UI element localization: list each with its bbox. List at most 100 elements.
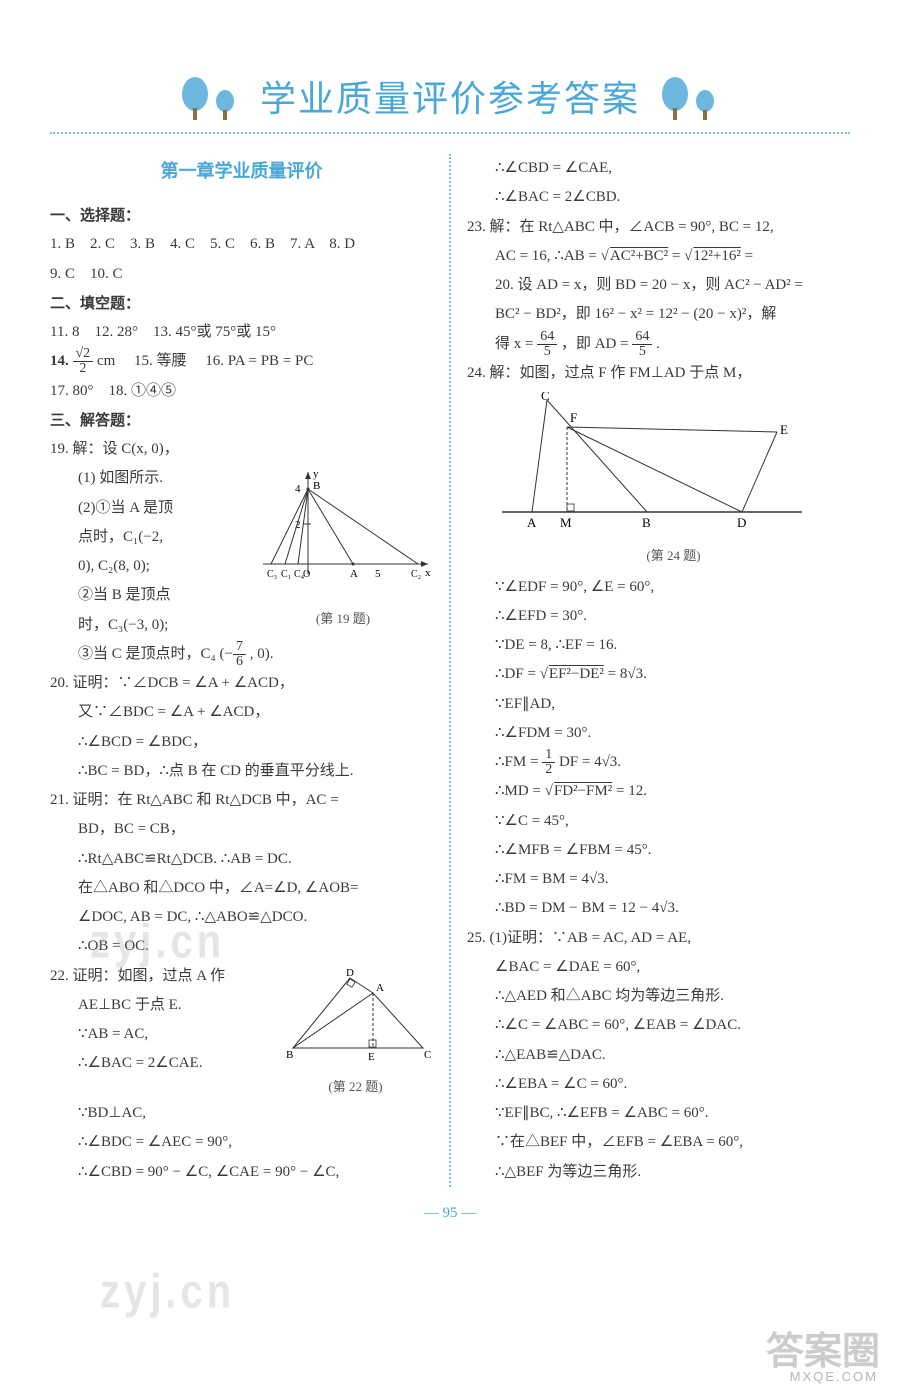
q24-caption: (第 24 题) — [497, 543, 850, 568]
q19-l7b: , 0). — [250, 646, 274, 662]
q23-l1c: = — [745, 248, 753, 264]
svg-text:D: D — [737, 515, 746, 530]
q22-l2: ∵AB = AC, — [50, 1020, 278, 1049]
q22-caption: (第 22 题) — [278, 1074, 433, 1099]
q24-l6: ∴∠FDM = 30°. — [467, 719, 850, 748]
frac-7-6: 76 — [233, 640, 246, 669]
q22-head: 22. 证明：如图，过点 A 作 — [50, 962, 278, 991]
q24-l3: ∵DE = 8, ∴EF = 16. — [467, 631, 850, 660]
q21-head: 21. 证明：在 Rt△ABC 和 Rt△DCB 中，AC = — [50, 786, 433, 815]
frac-sqrt2-2: √22 — [73, 347, 94, 376]
q20-l2: ∴∠BCD = ∠BDC， — [50, 728, 433, 757]
svg-text:4: 4 — [295, 483, 301, 495]
svg-text:D: D — [346, 968, 354, 979]
q19-caption: (第 19 题) — [253, 606, 433, 631]
q22-l1: AE⊥BC 于点 E. — [50, 991, 278, 1020]
q19-l7: ③当 C 是顶点时，C₄ (−76 , 0). — [50, 640, 433, 669]
main-title: 学业质量评价参考答案 — [260, 70, 640, 122]
q25-l7: ∵在△BEF 中，∠EFB = ∠EBA = 60°, — [467, 1128, 850, 1157]
svg-text:B: B — [286, 1049, 293, 1061]
q20-l3: ∴BC = BD，∴点 B 在 CD 的垂直平分线上. — [50, 757, 433, 786]
q25-l8: ∴△BEF 为等边三角形. — [467, 1158, 850, 1187]
q23-l1a: AC = 16, ∴AB = — [495, 248, 601, 264]
page-root: 学业质量评价参考答案 第一章学业质量评价 一、选择题： 1. B 2. C 3.… — [0, 0, 900, 1252]
q25-l4: ∴△EAB≌△DAC. — [467, 1041, 850, 1070]
q25-l6: ∵EF∥BC, ∴∠EFB = ∠ABC = 60°. — [467, 1099, 850, 1128]
sqrt4: FD²−FM² — [553, 783, 612, 799]
q19-head: 19. 解：设 C(x, 0)， — [50, 435, 433, 464]
svg-text:C: C — [424, 1049, 431, 1061]
frac-64-5a: 645 — [537, 330, 557, 359]
svg-text:A: A — [376, 982, 384, 994]
q20-head: 20. 证明：∵∠DCB = ∠A + ∠ACD， — [50, 669, 433, 698]
q23-l1b: = — [672, 248, 684, 264]
q22-text: 22. 证明：如图，过点 A 作 AE⊥BC 于点 E. ∵AB = AC, ∴… — [50, 962, 278, 1079]
sqrt3: EF²−DE² — [548, 666, 604, 682]
corner-logo: 答案圈 — [766, 1320, 880, 1375]
q24-l4: ∴DF = √EF²−DE² = 8√3. — [467, 660, 850, 689]
q19-l5: ②当 B 是顶点 — [78, 581, 253, 610]
q22-l6: ∴∠CBD = 90° − ∠C, ∠CAE = 90° − ∠C, — [50, 1158, 433, 1187]
svg-text:C₁: C₁ — [281, 569, 291, 580]
q22-l3: ∴∠BAC = 2∠CAE. — [50, 1049, 278, 1078]
q22-body: 22. 证明：如图，过点 A 作 AE⊥BC 于点 E. ∵AB = AC, ∴… — [50, 962, 433, 1100]
q19-l7a: ③当 C 是顶点时，C₄ — [78, 646, 216, 662]
svg-text:5: 5 — [375, 568, 381, 580]
fill-11-13: 11. 8 12. 28° 13. 45°或 75°或 15° — [50, 318, 433, 347]
q24-figure: C F E A M B D (第 24 题) — [497, 392, 850, 569]
q24-l11: ∴FM = BM = 4√3. — [467, 865, 850, 894]
frac-64-5b: 645 — [632, 330, 652, 359]
q24-l8: ∴MD = √FD²−FM² = 12. — [467, 777, 850, 806]
svg-text:B: B — [642, 515, 651, 530]
q24-l4b: = 8√3. — [608, 666, 647, 682]
rt-l1: ∴∠CBD = ∠CAE, — [467, 154, 850, 183]
frac-1-2: 12 — [542, 748, 555, 777]
q21-l4: ∠DOC, AB = DC, ∴△ABO≌△DCO. — [50, 903, 433, 932]
q24-l5: ∵EF∥AD, — [467, 690, 850, 719]
q23-head: 23. 解：在 Rt△ABC 中，∠ACB = 90°, BC = 12, — [467, 213, 850, 242]
q16: 16. PA = PB = PC — [205, 353, 313, 369]
q24-l4a: ∴DF = — [495, 666, 540, 682]
svg-text:O: O — [303, 569, 310, 580]
q23-l2: 20. 设 AD = x，则 BD = 20 − x，则 AC² − AD² = — [467, 271, 850, 300]
q23-l4b: ，即 AD = — [561, 336, 632, 352]
q20-l1: 又∵∠BDC = ∠A + ∠ACD， — [50, 698, 433, 727]
q24-l10: ∴∠MFB = ∠FBM = 45°. — [467, 836, 850, 865]
section-choice: 一、选择题： — [50, 201, 433, 230]
q24-l12: ∴BD = DM − BM = 12 − 4√3. — [467, 894, 850, 923]
sqrt1: AC²+BC² — [609, 248, 668, 264]
q25-l3: ∴∠C = ∠ABC = 60°, ∠EAB = ∠DAC. — [467, 1011, 850, 1040]
q25-l1: ∠BAC = ∠DAE = 60°, — [467, 953, 850, 982]
header: 学业质量评价参考答案 — [50, 70, 850, 122]
fill-17-18: 17. 80° 18. ①④⑤ — [50, 377, 433, 406]
corner-url: MXQE.COM — [790, 1369, 878, 1384]
content-columns: 第一章学业质量评价 一、选择题： 1. B 2. C 3. B 4. C 5. … — [50, 154, 850, 1187]
svg-text:C₃: C₃ — [267, 569, 277, 580]
q24-l7b: DF = 4√3. — [559, 754, 621, 770]
q24-l8a: ∴MD = — [495, 783, 545, 799]
svg-text:C: C — [541, 392, 550, 403]
q21-l1: BD，BC = CB， — [50, 815, 433, 844]
choice-row1: 1. B 2. C 3. B 4. C 5. C 6. B 7. A 8. D — [50, 230, 433, 259]
q19-text: (1) 如图所示. (2)①当 A 是顶 点时，C₁(−2, 0), C₂(8,… — [50, 464, 253, 640]
q19-figure: y x A B 4 2 — [253, 464, 433, 631]
q24-l8b: = 12. — [616, 783, 647, 799]
q22-l5: ∴∠BDC = ∠AEC = 90°, — [50, 1128, 433, 1157]
choice-row2: 9. C 10. C — [50, 260, 433, 289]
svg-text:F: F — [570, 410, 577, 425]
rt-l2: ∴∠BAC = 2∠CBD. — [467, 183, 850, 212]
q15: 15. 等腰 — [134, 353, 202, 369]
q24-l2: ∴∠EFD = 30°. — [467, 602, 850, 631]
svg-text:M: M — [560, 515, 572, 530]
header-divider — [50, 132, 850, 134]
q23-l4c: . — [656, 336, 660, 352]
q14-label: 14. — [50, 353, 73, 369]
q19-l6: 时，C₃(−3, 0); — [78, 611, 253, 640]
chapter-title: 第一章学业质量评价 — [50, 154, 433, 189]
q25-l2: ∴△AED 和△ABC 均为等边三角形. — [467, 982, 850, 1011]
svg-text:x: x — [425, 567, 431, 579]
q21-l3: 在△ABO 和△DCO 中，∠A=∠D, ∠AOB= — [50, 874, 433, 903]
section-solve: 三、解答题： — [50, 406, 433, 435]
tree-icon-right — [660, 71, 720, 121]
q23-l1: AC = 16, ∴AB = √AC²+BC² = √12²+16² = — [467, 242, 850, 271]
